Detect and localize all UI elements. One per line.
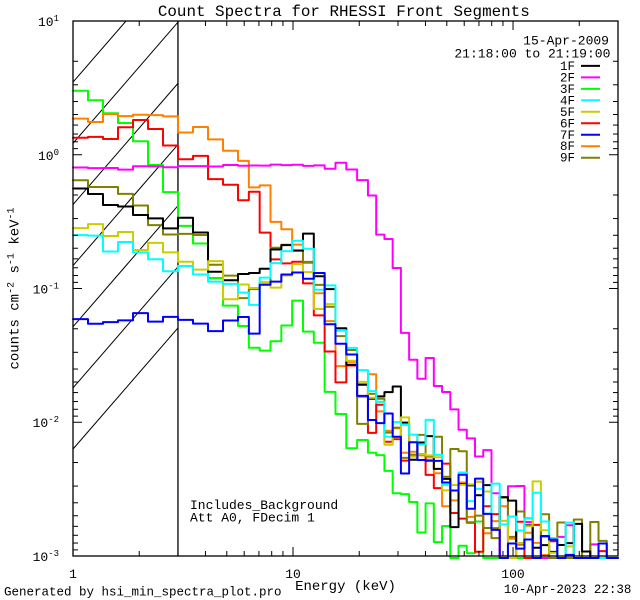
- svg-text:21:18:00 to 21:19:00: 21:18:00 to 21:19:00: [454, 46, 610, 61]
- svg-text:Att A0, FDecim 1: Att A0, FDecim 1: [190, 511, 315, 526]
- svg-text:9F: 9F: [560, 152, 575, 166]
- svg-text:1: 1: [69, 567, 77, 582]
- svg-text:Energy (keV): Energy (keV): [295, 579, 396, 595]
- svg-text:Generated by hsi_min_spectra_p: Generated by hsi_min_spectra_plot.pro: [4, 586, 282, 600]
- svg-text:10-3: 10-3: [33, 549, 59, 565]
- svg-text:101: 101: [38, 14, 59, 30]
- svg-text:100: 100: [38, 148, 59, 164]
- svg-text:100: 100: [501, 567, 524, 582]
- svg-text:Count Spectra for RHESSI Front: Count Spectra for RHESSI Front Segments: [158, 3, 530, 21]
- svg-text:counts cm-2 s-1 keV-1: counts cm-2 s-1 keV-1: [6, 207, 24, 369]
- svg-text:10-Apr-2023 22:38: 10-Apr-2023 22:38: [504, 583, 632, 597]
- svg-text:10-2: 10-2: [33, 415, 59, 431]
- svg-text:10-1: 10-1: [33, 282, 59, 298]
